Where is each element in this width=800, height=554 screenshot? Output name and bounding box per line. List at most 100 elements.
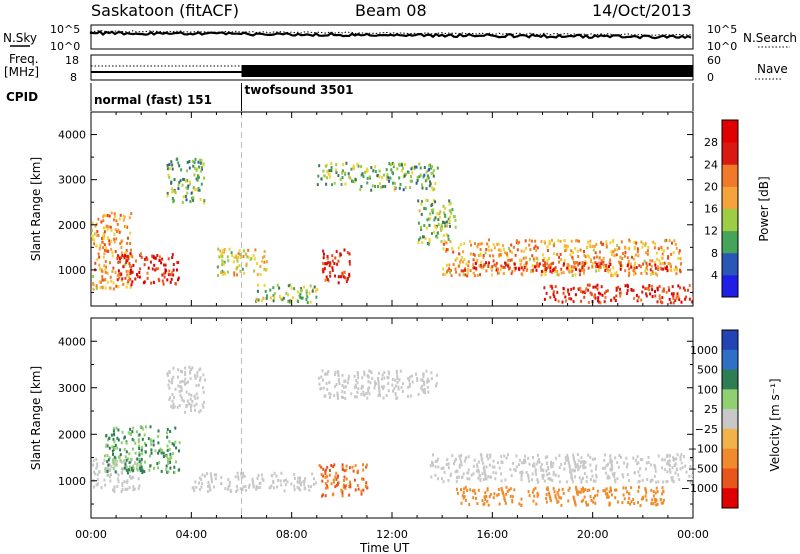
heatmap-cell bbox=[164, 268, 167, 272]
heatmap-cell bbox=[177, 278, 179, 282]
heatmap-cell bbox=[594, 265, 597, 269]
heatmap-cell bbox=[132, 263, 135, 267]
heatmap-cell bbox=[556, 269, 559, 273]
velocity-colorbar-segment bbox=[722, 369, 738, 390]
heatmap-cell bbox=[342, 483, 345, 487]
heatmap-cell bbox=[609, 454, 612, 458]
heatmap-cell bbox=[381, 377, 383, 381]
heatmap-cell bbox=[583, 295, 586, 299]
heatmap-cell bbox=[628, 267, 631, 271]
heatmap-cell bbox=[649, 268, 652, 272]
heatmap-cell bbox=[329, 175, 332, 179]
heatmap-cell bbox=[421, 378, 424, 382]
heatmap-cell bbox=[116, 274, 119, 277]
heatmap-cell bbox=[558, 496, 561, 499]
heatmap-cell bbox=[430, 171, 433, 175]
heatmap-cell bbox=[553, 295, 556, 299]
heatmap-cell bbox=[413, 167, 416, 171]
heatmap-cell bbox=[552, 290, 555, 294]
heatmap-cell bbox=[440, 240, 443, 244]
heatmap-cell bbox=[103, 243, 106, 247]
heatmap-cell bbox=[98, 255, 101, 259]
heatmap-cell bbox=[162, 272, 165, 276]
heatmap-cell bbox=[458, 252, 461, 256]
heatmap-cell bbox=[101, 237, 104, 240]
heatmap-cell bbox=[444, 206, 446, 210]
heatmap-cell bbox=[357, 376, 360, 380]
heatmap-cell bbox=[656, 490, 659, 494]
heatmap-cell bbox=[491, 465, 494, 469]
heatmap-cell bbox=[117, 473, 120, 477]
heatmap-cell bbox=[141, 468, 144, 472]
heatmap-cell bbox=[237, 475, 240, 479]
heatmap-cell bbox=[459, 260, 462, 264]
heatmap-cell bbox=[557, 299, 560, 303]
heatmap-cell bbox=[108, 214, 111, 218]
heatmap-cell bbox=[206, 472, 208, 476]
heatmap-cell bbox=[126, 258, 129, 262]
heatmap-cell bbox=[189, 377, 192, 381]
heatmap-cell bbox=[357, 387, 360, 391]
heatmap-cell bbox=[91, 234, 93, 238]
heatmap-cell bbox=[675, 295, 678, 298]
heatmap-cell bbox=[388, 179, 391, 183]
heatmap-cell bbox=[458, 273, 461, 277]
heatmap-cell bbox=[342, 385, 345, 389]
heatmap-cell bbox=[588, 488, 591, 492]
heatmap-cell bbox=[247, 248, 250, 252]
heatmap-cell bbox=[628, 238, 631, 242]
heatmap-cell bbox=[288, 299, 291, 303]
heatmap-cell bbox=[497, 492, 500, 496]
heatmap-cell bbox=[140, 465, 143, 469]
heatmap-cell bbox=[381, 176, 384, 179]
heatmap-cell bbox=[519, 262, 522, 266]
heatmap-cell bbox=[456, 256, 459, 260]
heatmap-cell bbox=[154, 449, 157, 453]
heatmap-cell bbox=[500, 264, 503, 268]
heatmap-cell bbox=[485, 261, 487, 265]
heatmap-cell bbox=[591, 265, 594, 269]
heatmap-cell bbox=[600, 285, 603, 289]
heatmap-cell bbox=[172, 366, 175, 370]
heatmap-cell bbox=[415, 372, 417, 376]
heatmap-cell bbox=[552, 472, 555, 476]
heatmap-cell bbox=[640, 271, 643, 275]
heatmap-cell bbox=[112, 488, 114, 492]
heatmap-cell bbox=[492, 243, 495, 246]
heatmap-cell bbox=[518, 240, 521, 244]
heatmap-cell bbox=[623, 497, 626, 501]
heatmap-cell bbox=[547, 467, 550, 471]
heatmap-cell bbox=[143, 433, 146, 437]
heatmap-cell bbox=[374, 382, 377, 385]
heatmap-cell bbox=[679, 257, 682, 261]
heatmap-cell bbox=[106, 467, 109, 470]
heatmap-cell bbox=[331, 259, 334, 263]
heatmap-cell bbox=[600, 241, 603, 245]
heatmap-cell bbox=[543, 256, 546, 260]
heatmap-cell bbox=[668, 468, 671, 472]
heatmap-cell bbox=[549, 284, 552, 288]
heatmap-cell bbox=[524, 239, 527, 243]
heatmap-cell bbox=[554, 266, 557, 270]
heatmap-cell bbox=[158, 449, 161, 453]
heatmap-cell bbox=[605, 240, 608, 244]
heatmap-cell bbox=[96, 464, 99, 468]
heatmap-cell bbox=[426, 385, 429, 389]
xlabel: Time UT bbox=[359, 541, 410, 554]
heatmap-cell bbox=[128, 468, 130, 472]
heatmap-cell bbox=[578, 476, 581, 480]
heatmap-cell bbox=[186, 191, 189, 195]
heatmap-cell bbox=[111, 449, 114, 453]
heatmap-cell bbox=[320, 177, 323, 181]
heatmap-cell bbox=[545, 291, 548, 295]
heatmap-cell bbox=[531, 254, 534, 258]
heatmap-cell bbox=[574, 485, 577, 489]
heatmap-cell bbox=[116, 446, 119, 450]
heatmap-cell bbox=[567, 457, 570, 461]
heatmap-cell bbox=[503, 265, 506, 269]
heatmap-cell bbox=[175, 460, 177, 464]
heatmap-cell bbox=[685, 470, 688, 474]
heatmap-cell bbox=[339, 275, 342, 279]
heatmap-cell bbox=[692, 296, 693, 300]
heatmap-cell bbox=[579, 269, 582, 273]
